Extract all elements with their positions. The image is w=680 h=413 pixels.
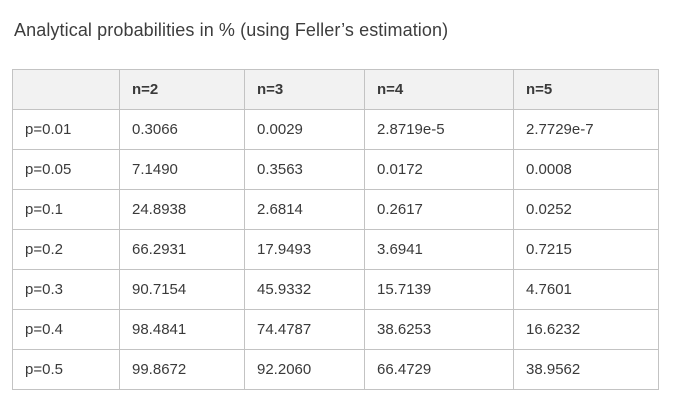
table-cell: 0.3563 [244, 149, 365, 190]
table-cell: 15.7139 [364, 269, 514, 310]
table-cell: 7.1490 [119, 149, 245, 190]
table-cell: 2.6814 [244, 189, 365, 230]
table-cell: 66.2931 [119, 229, 245, 270]
table-row: p=0.01 0.3066 0.0029 2.8719e-5 2.7729e-7 [12, 109, 659, 150]
column-header-n2: n=2 [119, 69, 245, 110]
table-cell: 0.7215 [513, 229, 659, 270]
row-label: p=0.3 [12, 269, 120, 310]
table-cell: 99.8672 [119, 349, 245, 390]
table-row: p=0.1 24.8938 2.6814 0.2617 0.0252 [12, 189, 659, 230]
row-label: p=0.5 [12, 349, 120, 390]
table-cell: 38.9562 [513, 349, 659, 390]
table-row: p=0.05 7.1490 0.3563 0.0172 0.0008 [12, 149, 659, 190]
column-header-n3: n=3 [244, 69, 365, 110]
table-cell: 17.9493 [244, 229, 365, 270]
row-label: p=0.01 [12, 109, 120, 150]
table-cell: 0.0008 [513, 149, 659, 190]
table-cell: 0.3066 [119, 109, 245, 150]
page: Analytical probabilities in % (using Fel… [12, 20, 659, 390]
table-row: p=0.2 66.2931 17.9493 3.6941 0.7215 [12, 229, 659, 270]
table-cell: 45.9332 [244, 269, 365, 310]
table-cell: 92.2060 [244, 349, 365, 390]
table-cell: 2.7729e-7 [513, 109, 659, 150]
probability-table: n=2 n=3 n=4 n=5 p=0.01 0.3066 0.0029 2.8… [12, 69, 659, 390]
table-cell: 0.0172 [364, 149, 514, 190]
table-cell: 3.6941 [364, 229, 514, 270]
row-label: p=0.4 [12, 309, 120, 350]
row-label: p=0.05 [12, 149, 120, 190]
header-row: n=2 n=3 n=4 n=5 [12, 69, 659, 110]
row-label: p=0.1 [12, 189, 120, 230]
table-row: p=0.5 99.8672 92.2060 66.4729 38.9562 [12, 349, 659, 390]
table-cell: 74.4787 [244, 309, 365, 350]
table-cell: 0.0029 [244, 109, 365, 150]
column-header-n5: n=5 [513, 69, 659, 110]
table-cell: 98.4841 [119, 309, 245, 350]
table-cell: 0.2617 [364, 189, 514, 230]
table-cell: 90.7154 [119, 269, 245, 310]
column-header-n4: n=4 [364, 69, 514, 110]
table-cell: 16.6232 [513, 309, 659, 350]
table-row: p=0.4 98.4841 74.4787 38.6253 16.6232 [12, 309, 659, 350]
table-cell: 38.6253 [364, 309, 514, 350]
corner-header-cell [12, 69, 120, 110]
table-row: p=0.3 90.7154 45.9332 15.7139 4.7601 [12, 269, 659, 310]
table-cell: 4.7601 [513, 269, 659, 310]
table-cell: 66.4729 [364, 349, 514, 390]
page-title: Analytical probabilities in % (using Fel… [14, 20, 449, 40]
table-cell: 24.8938 [119, 189, 245, 230]
table-cell: 0.0252 [513, 189, 659, 230]
row-label: p=0.2 [12, 229, 120, 270]
table-cell: 2.8719e-5 [364, 109, 514, 150]
